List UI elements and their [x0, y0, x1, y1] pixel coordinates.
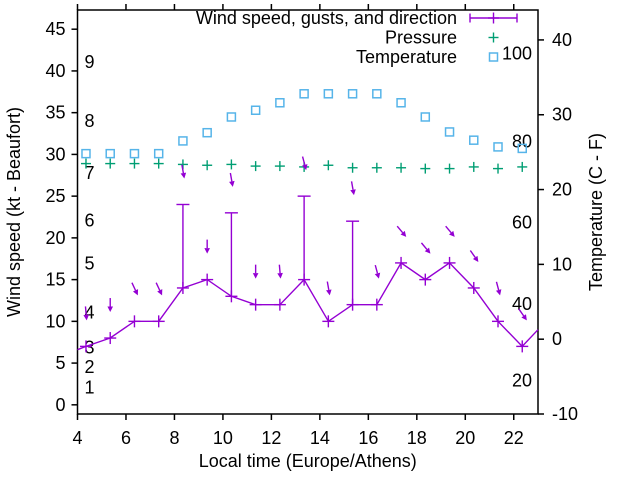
temperature-marker: [517, 143, 527, 154]
beaufort-scale-label: 5: [85, 253, 95, 273]
right-axis-label: Temperature (C - F): [586, 133, 606, 291]
temperature-marker: [275, 98, 285, 108]
wind-direction-arrow: [350, 181, 354, 190]
fahrenheit-scale-label: 80: [512, 132, 532, 152]
wind-tick-label: 0: [55, 395, 65, 415]
wind-tick-label: 30: [45, 144, 65, 164]
plot-border: [76, 9, 539, 415]
wind-speed-line: [77, 261, 539, 351]
beaufort-scale-label: 1: [85, 378, 95, 398]
temperature-series: [81, 89, 527, 159]
pressure-series: [80, 158, 528, 174]
temperature-marker: [250, 105, 261, 116]
legend-label: Temperature: [356, 47, 457, 67]
x-tick-label: 4: [72, 428, 82, 448]
x-tick-label: 10: [213, 428, 233, 448]
temperature-marker: [372, 89, 382, 99]
wind-direction-arrow: [469, 250, 476, 258]
wind-direction-arrow: [445, 225, 452, 234]
temperature-marker: [493, 142, 503, 152]
wind-direction-arrows: [83, 156, 527, 321]
wind-direction-arrow: [155, 282, 161, 291]
right-axis-ticks: -10 0 10 20 30 40: [538, 30, 578, 424]
wind-tick-label: 10: [45, 311, 65, 331]
wind-direction-arrow: [374, 264, 379, 274]
left-axis-ticks: 0 5 10 15 20 25 30 35 40 45: [45, 19, 78, 415]
wind-tick-label: 25: [45, 186, 65, 206]
wind-tick-label: 20: [45, 228, 65, 248]
beaufort-scale-label: 2: [85, 357, 95, 377]
legend-label: Wind speed, gusts, and direction: [196, 8, 457, 28]
temperature-marker: [202, 127, 212, 138]
temperature-marker: [129, 148, 140, 159]
temperature-marker: [299, 89, 309, 99]
wind-tick-label: 35: [45, 103, 65, 123]
left-axis-label: Wind speed (kt - Beaufort): [4, 107, 24, 317]
wind-direction-arrow: [278, 264, 281, 274]
wind-direction-arrow: [84, 306, 87, 315]
wind-tick-label: 40: [45, 61, 65, 81]
temperature-marker: [81, 148, 91, 159]
wind-tick-label: 5: [55, 353, 65, 373]
temperature-marker: [444, 127, 455, 137]
temperature-tick-label: 40: [552, 30, 572, 50]
beaufort-scale-labels: 123 4 5 6 7 8 9: [85, 52, 95, 398]
temperature-tick-label: 10: [552, 254, 572, 274]
x-tick-label: 16: [358, 428, 378, 448]
legend: Wind speed, gusts, and directionPressure…: [196, 8, 518, 67]
beaufort-scale-label: 9: [85, 52, 95, 72]
beaufort-scale-label: 3: [85, 338, 95, 358]
wind-direction-arrow: [301, 156, 306, 166]
wind-direction-arrow: [495, 281, 500, 291]
temperature-tick-label: 30: [552, 105, 572, 125]
wind-direction-arrow: [420, 242, 428, 250]
temperature-tick-label: 0: [552, 329, 562, 349]
wind-direction-arrow: [518, 308, 525, 317]
wind-direction-arrow: [229, 172, 233, 182]
beaufort-scale-label: 4: [85, 303, 95, 323]
fahrenheit-scale-label: 20: [512, 370, 532, 390]
axis-labels: Local time (Europe/Athens) Wind speed (kt…: [4, 107, 606, 471]
x-tick-label: 20: [455, 428, 475, 448]
x-axis-label: Local time (Europe/Athens): [199, 451, 417, 471]
fahrenheit-scale-labels: 20 40 60 80 100: [502, 43, 532, 390]
x-tick-label: 8: [169, 428, 179, 448]
wind-series: [77, 195, 539, 353]
temperature-marker: [420, 112, 431, 122]
temperature-marker: [178, 136, 188, 146]
wind-tick-label: 45: [45, 19, 65, 39]
temperature-marker: [396, 98, 406, 108]
wind-direction-arrow: [396, 225, 404, 234]
temperature-tick-label: 20: [552, 180, 572, 200]
x-tick-label: 6: [121, 428, 131, 448]
temperature-marker: [469, 135, 479, 145]
temperature-tick-label: -10: [552, 404, 578, 424]
beaufort-scale-label: 6: [85, 210, 95, 230]
legend-label: Pressure: [385, 28, 457, 48]
temperature-marker: [323, 89, 334, 99]
x-tick-label: 22: [504, 428, 524, 448]
x-tick-label: 14: [310, 428, 330, 448]
fahrenheit-scale-label: 60: [512, 212, 532, 232]
temperature-marker: [105, 148, 115, 159]
wind-direction-arrow: [181, 164, 185, 174]
temperature-marker: [226, 112, 237, 122]
fahrenheit-scale-label: 100: [502, 43, 532, 63]
x-tick-label: 12: [261, 428, 281, 448]
wind-tick-label: 15: [45, 270, 65, 290]
x-tick-label: 18: [407, 428, 427, 448]
legend-temperature-marker: [488, 52, 499, 62]
fahrenheit-scale-label: 40: [512, 294, 532, 314]
beaufort-scale-label: 8: [85, 111, 95, 131]
wind-direction-arrow: [131, 282, 137, 291]
beaufort-scale-label: 7: [85, 163, 95, 183]
temperature-marker: [347, 89, 358, 99]
x-axis-ticks: 4 6 8 10 12 14 16 18 20 22: [72, 4, 524, 448]
temperature-marker: [153, 148, 164, 159]
wind-direction-arrow: [326, 281, 330, 291]
